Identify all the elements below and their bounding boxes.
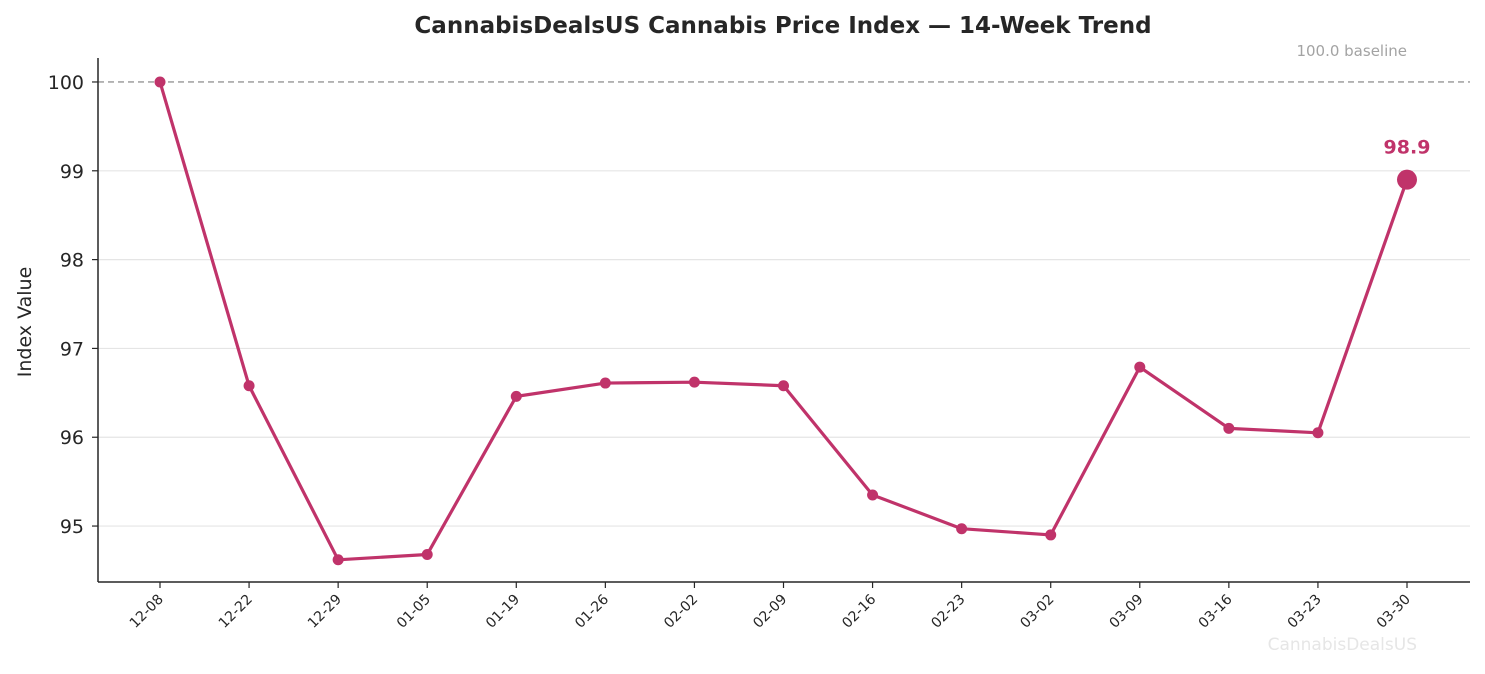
chart-title: CannabisDealsUS Cannabis Price Index — 1… — [414, 13, 1151, 39]
x-tick-label: 03-02 — [1017, 592, 1057, 632]
data-point — [421, 548, 433, 560]
data-point — [867, 489, 879, 501]
x-tick-label: 01-19 — [483, 592, 523, 632]
data-point — [1223, 422, 1235, 434]
x-tick-labels: 12-08 12-22 12-29 01-05 01-19 01-26 02-02 02-09… — [127, 582, 1414, 632]
y-tick-label: 100 — [48, 72, 84, 94]
series-line-path — [158, 80, 1409, 562]
x-tick-label: 03-30 — [1374, 592, 1414, 632]
y-tick-label: 95 — [60, 516, 84, 538]
y-tick-label: 97 — [60, 338, 84, 360]
x-tick-label: 03-16 — [1196, 591, 1236, 631]
y-tick-label: 98 — [60, 250, 84, 272]
x-tick-label: 02-09 — [750, 592, 790, 632]
y-axis-label: Index Value — [14, 267, 36, 378]
data-point — [332, 554, 344, 566]
data-point — [688, 376, 700, 388]
data-point — [778, 380, 789, 392]
x-tick-label: 03-23 — [1285, 592, 1325, 632]
data-point — [599, 377, 611, 389]
data-points — [154, 76, 1417, 566]
last-data-point — [1397, 169, 1417, 190]
x-tick-label: 02-02 — [661, 592, 701, 632]
x-tick-label: 02-16 — [839, 591, 879, 631]
data-point — [243, 380, 255, 392]
x-tick-label: 12-29 — [305, 592, 345, 632]
data-point — [154, 76, 166, 88]
data-point — [956, 523, 968, 535]
data-point — [510, 390, 522, 402]
data-point — [1134, 361, 1146, 373]
baseline: 100.0 baseline — [98, 42, 1470, 83]
axes — [97, 58, 1470, 583]
y-tick-labels: 95 96 97 98 99 100 — [48, 72, 98, 538]
gridlines — [98, 170, 1470, 527]
x-tick-label: 03-09 — [1107, 592, 1147, 632]
x-tick-label: 01-26 — [572, 591, 612, 631]
last-point-label: 98.9 — [1384, 137, 1431, 159]
data-point — [1312, 427, 1324, 439]
baseline-label: 100.0 baseline — [1296, 42, 1407, 60]
y-tick-label: 96 — [60, 427, 84, 449]
x-tick-label: 12-08 — [127, 592, 167, 632]
y-tick-label: 99 — [60, 161, 84, 183]
x-tick-label: 02-23 — [928, 592, 968, 632]
series-line — [158, 80, 1409, 562]
watermark: CannabisDealsUS — [1268, 635, 1417, 655]
data-point — [1045, 529, 1057, 541]
x-tick-label: 01-05 — [394, 592, 434, 632]
x-tick-label: 12-22 — [216, 592, 256, 632]
